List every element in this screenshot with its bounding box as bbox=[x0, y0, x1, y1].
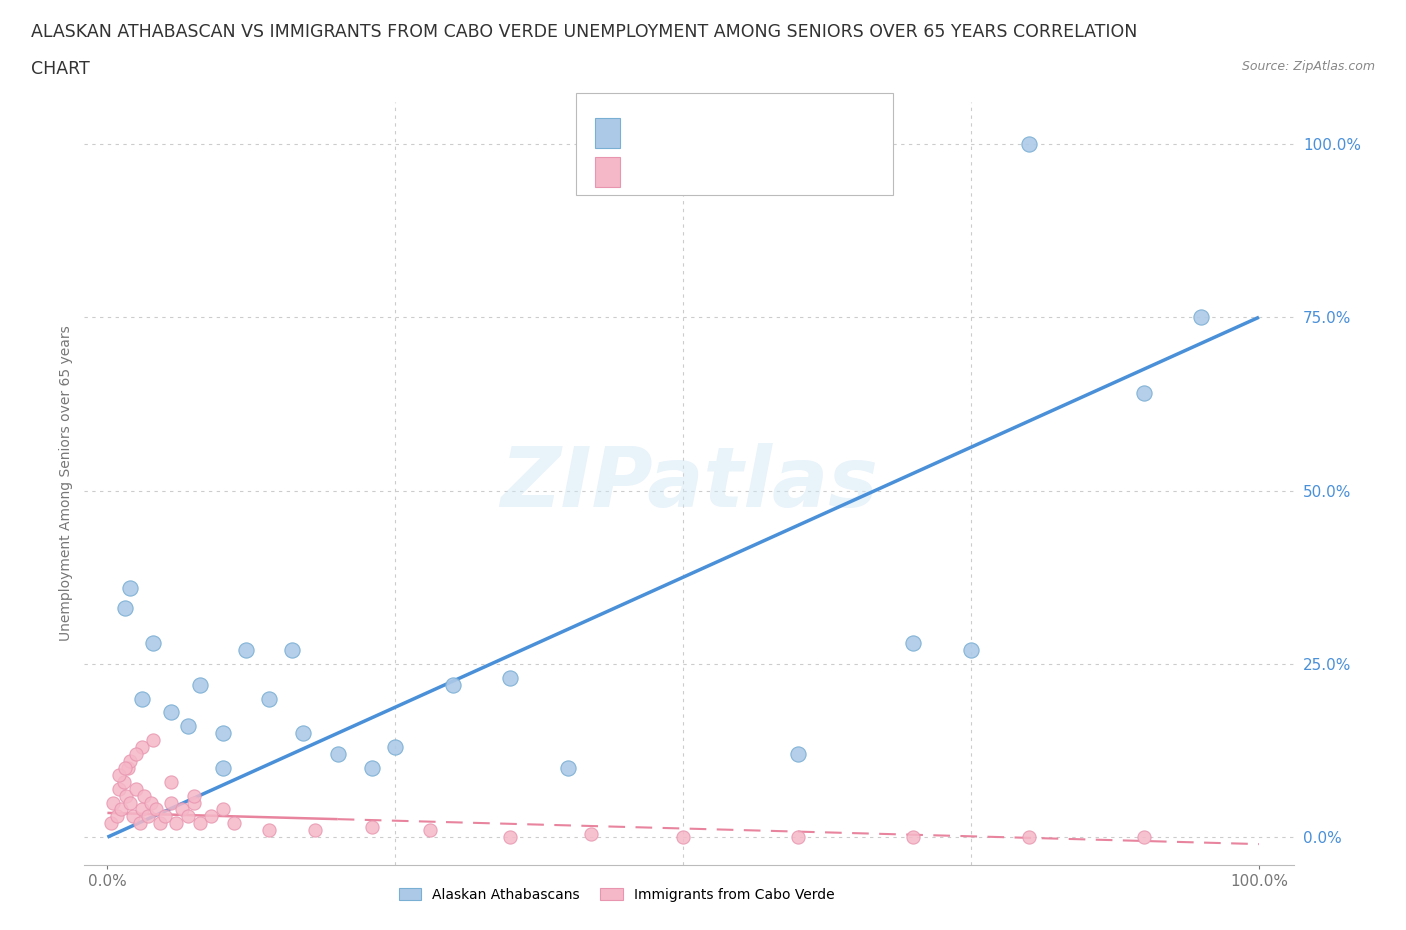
Point bbox=[112, 775, 135, 790]
Point bbox=[1133, 830, 1156, 844]
Text: -0.044: -0.044 bbox=[673, 163, 733, 181]
Text: ZIPatlas: ZIPatlas bbox=[501, 443, 877, 525]
Point bbox=[159, 795, 181, 810]
Point bbox=[200, 809, 222, 824]
Point bbox=[257, 691, 280, 706]
Point bbox=[131, 802, 153, 817]
Point bbox=[145, 802, 167, 817]
Point bbox=[108, 767, 131, 782]
Point bbox=[110, 802, 132, 817]
Point bbox=[960, 643, 983, 658]
Point bbox=[499, 830, 522, 844]
Point bbox=[114, 761, 136, 776]
Point bbox=[177, 809, 200, 824]
Y-axis label: Unemployment Among Seniors over 65 years: Unemployment Among Seniors over 65 years bbox=[59, 326, 73, 642]
Point bbox=[1189, 310, 1212, 325]
Text: 47: 47 bbox=[772, 163, 796, 181]
Point bbox=[114, 601, 136, 616]
Point bbox=[134, 788, 156, 803]
Point bbox=[142, 635, 165, 650]
Point bbox=[211, 761, 233, 776]
Point bbox=[183, 788, 205, 803]
Point bbox=[384, 739, 406, 754]
Point bbox=[120, 795, 142, 810]
Point bbox=[441, 677, 464, 692]
Point bbox=[1018, 830, 1040, 844]
Point bbox=[903, 830, 925, 844]
Point bbox=[304, 823, 326, 838]
Point bbox=[280, 643, 302, 658]
Point bbox=[120, 753, 142, 768]
Point bbox=[166, 816, 188, 830]
Point bbox=[211, 725, 233, 740]
Point bbox=[172, 802, 194, 817]
Point bbox=[499, 671, 522, 685]
Point bbox=[361, 819, 384, 834]
Text: CHART: CHART bbox=[31, 60, 90, 78]
Point bbox=[672, 830, 695, 844]
Point bbox=[100, 816, 122, 830]
Point bbox=[419, 823, 441, 838]
Point bbox=[188, 677, 211, 692]
Point bbox=[136, 809, 159, 824]
Point bbox=[149, 816, 172, 830]
Point bbox=[131, 739, 153, 754]
Text: 0.784: 0.784 bbox=[673, 124, 725, 142]
Point bbox=[235, 643, 257, 658]
Point bbox=[159, 705, 181, 720]
Point bbox=[188, 816, 211, 830]
Point bbox=[153, 809, 176, 824]
Text: N =: N = bbox=[737, 163, 785, 181]
Point bbox=[105, 809, 128, 824]
Point bbox=[292, 725, 315, 740]
Point bbox=[326, 747, 349, 762]
Point bbox=[211, 802, 233, 817]
Point bbox=[141, 795, 163, 810]
Point bbox=[125, 747, 148, 762]
Text: N =: N = bbox=[720, 124, 768, 142]
Point bbox=[361, 761, 384, 776]
Point bbox=[128, 816, 150, 830]
Text: 25: 25 bbox=[772, 124, 794, 142]
Point bbox=[108, 781, 131, 796]
Text: R =: R = bbox=[631, 163, 668, 181]
Text: ALASKAN ATHABASCAN VS IMMIGRANTS FROM CABO VERDE UNEMPLOYMENT AMONG SENIORS OVER: ALASKAN ATHABASCAN VS IMMIGRANTS FROM CA… bbox=[31, 23, 1137, 41]
Text: Source: ZipAtlas.com: Source: ZipAtlas.com bbox=[1241, 60, 1375, 73]
Point bbox=[131, 691, 153, 706]
Legend: Alaskan Athabascans, Immigrants from Cabo Verde: Alaskan Athabascans, Immigrants from Cab… bbox=[392, 883, 839, 908]
Point bbox=[183, 795, 205, 810]
Point bbox=[142, 733, 165, 748]
Point bbox=[159, 775, 181, 790]
Point bbox=[120, 580, 142, 595]
Point bbox=[1133, 386, 1156, 401]
Point bbox=[257, 823, 280, 838]
Point bbox=[101, 795, 124, 810]
Point bbox=[787, 747, 810, 762]
Text: R =: R = bbox=[631, 124, 668, 142]
Point bbox=[787, 830, 810, 844]
Point bbox=[557, 761, 579, 776]
Point bbox=[117, 761, 139, 776]
Point bbox=[222, 816, 245, 830]
Point bbox=[125, 781, 148, 796]
Point bbox=[1018, 137, 1040, 152]
Point bbox=[121, 809, 143, 824]
Point bbox=[579, 826, 602, 841]
Point bbox=[903, 635, 925, 650]
Point bbox=[114, 788, 136, 803]
Point bbox=[177, 719, 200, 734]
